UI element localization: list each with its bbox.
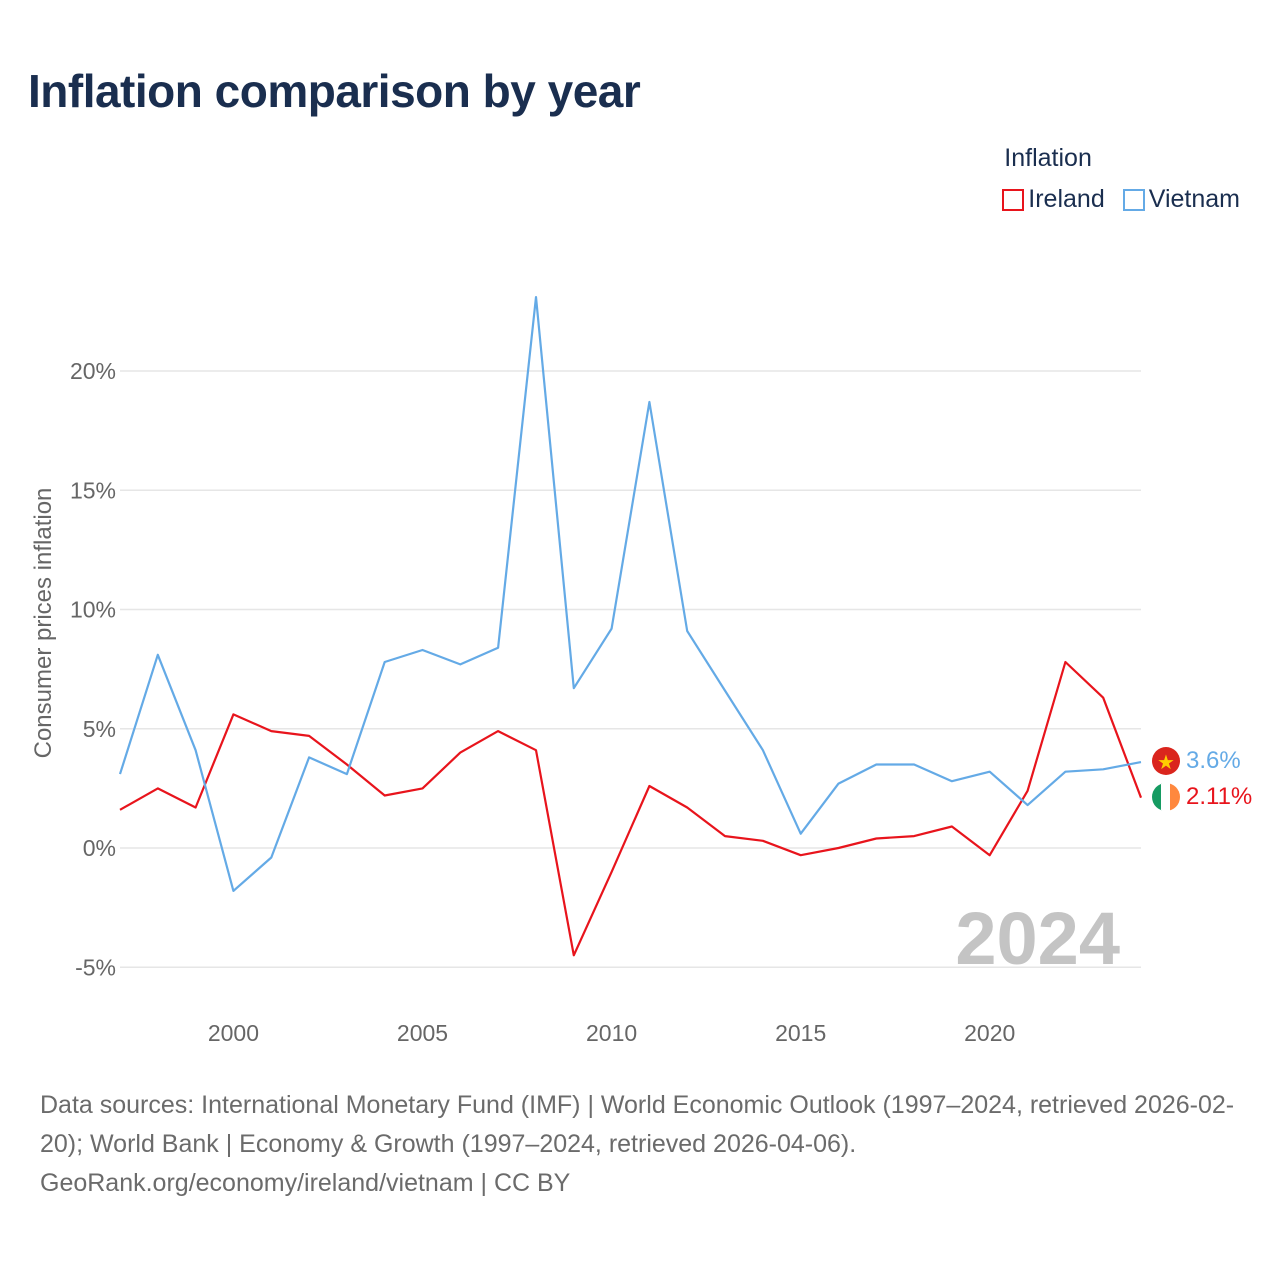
legend-label-vietnam: Vietnam bbox=[1148, 185, 1240, 213]
ireland-flag-icon bbox=[1152, 783, 1180, 811]
y-tick-label: 5% bbox=[83, 716, 116, 742]
legend-swatch-ireland bbox=[1002, 188, 1025, 211]
grid-lines bbox=[120, 370, 1141, 968]
vietnam-flag-icon: ★ bbox=[1152, 747, 1180, 775]
page-title: Inflation comparison by year bbox=[28, 65, 641, 117]
x-tick-label: 2015 bbox=[775, 1020, 826, 1046]
legend-item-vietnam[interactable]: Vietnam bbox=[1122, 185, 1240, 214]
y-axis-ticks: -5% 0% 5% 10% 15% 20% bbox=[70, 358, 116, 980]
line-chart: -5% 0% 5% 10% 15% 20% 2000 2005 2010 2015 2020 Co… bbox=[30, 296, 1252, 1046]
data-sources: Data sources: International Monetary Fun… bbox=[40, 1091, 1235, 1158]
series-line-vietnam[interactable] bbox=[118, 296, 1142, 893]
legend-item-ireland[interactable]: Ireland bbox=[1002, 185, 1105, 214]
credit-link[interactable]: GeoRank.org/economy/ireland/vietnam | CC… bbox=[40, 1169, 571, 1197]
footer: Data sources: International Monetary Fun… bbox=[40, 1086, 1250, 1203]
legend-title: Inflation bbox=[1004, 144, 1092, 172]
series-line-ireland[interactable] bbox=[119, 660, 1143, 957]
end-label-vietnam: 3.6% bbox=[1186, 747, 1241, 774]
y-tick-label: 0% bbox=[83, 835, 116, 861]
year-annotation: 2024 bbox=[955, 897, 1120, 980]
x-axis-ticks: 2000 2005 2010 2015 2020 bbox=[208, 1020, 1015, 1046]
y-tick-label: 20% bbox=[70, 358, 116, 384]
svg-text:★: ★ bbox=[1157, 750, 1175, 774]
x-tick-label: 2020 bbox=[964, 1020, 1015, 1046]
series-lines bbox=[118, 296, 1143, 957]
y-tick-label: 15% bbox=[70, 477, 116, 503]
legend-label-ireland: Ireland bbox=[1028, 185, 1105, 213]
x-tick-label: 2000 bbox=[208, 1020, 259, 1046]
y-tick-label: 10% bbox=[70, 597, 116, 623]
legend-swatch-vietnam bbox=[1122, 188, 1145, 211]
legend: Inflation Ireland Vietnam bbox=[1002, 144, 1240, 214]
x-tick-label: 2005 bbox=[397, 1020, 448, 1046]
end-label-ireland: 2.11% bbox=[1186, 783, 1252, 810]
y-tick-label: -5% bbox=[75, 954, 116, 980]
x-tick-label: 2010 bbox=[586, 1020, 637, 1046]
y-axis-label: Consumer prices inflation bbox=[30, 488, 57, 759]
